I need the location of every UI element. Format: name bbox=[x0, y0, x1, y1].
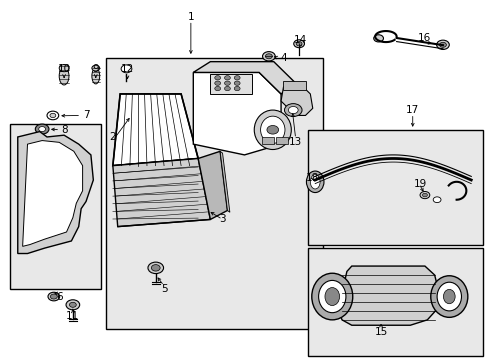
Circle shape bbox=[373, 35, 383, 42]
Text: 16: 16 bbox=[417, 33, 430, 43]
Circle shape bbox=[266, 126, 278, 134]
Bar bbox=[105, 58, 322, 329]
Text: 18: 18 bbox=[305, 173, 319, 183]
Circle shape bbox=[69, 302, 76, 307]
Ellipse shape bbox=[59, 67, 69, 85]
Polygon shape bbox=[113, 158, 210, 226]
Circle shape bbox=[214, 81, 220, 85]
Circle shape bbox=[148, 262, 163, 274]
Polygon shape bbox=[198, 151, 227, 220]
Circle shape bbox=[224, 81, 230, 85]
Text: 3: 3 bbox=[219, 215, 225, 224]
Circle shape bbox=[151, 265, 160, 271]
Circle shape bbox=[284, 104, 302, 117]
Circle shape bbox=[288, 107, 298, 114]
Circle shape bbox=[436, 40, 448, 49]
Circle shape bbox=[419, 192, 429, 199]
Text: 14: 14 bbox=[293, 35, 306, 45]
Bar bbox=[261, 137, 273, 144]
Ellipse shape bbox=[311, 273, 352, 320]
Ellipse shape bbox=[92, 68, 100, 84]
Text: 5: 5 bbox=[161, 284, 167, 294]
Bar bbox=[210, 74, 251, 94]
Text: 2: 2 bbox=[109, 132, 116, 142]
Circle shape bbox=[262, 51, 275, 61]
Circle shape bbox=[224, 76, 230, 80]
Circle shape bbox=[50, 113, 56, 118]
Circle shape bbox=[39, 127, 45, 132]
Circle shape bbox=[47, 111, 59, 120]
Circle shape bbox=[293, 40, 304, 48]
Text: 11: 11 bbox=[66, 311, 80, 321]
Ellipse shape bbox=[436, 282, 461, 311]
Circle shape bbox=[422, 193, 427, 197]
Circle shape bbox=[439, 42, 446, 47]
Polygon shape bbox=[113, 94, 198, 166]
Ellipse shape bbox=[260, 116, 285, 143]
Text: 6: 6 bbox=[56, 292, 62, 302]
Polygon shape bbox=[18, 132, 93, 253]
Text: 12: 12 bbox=[121, 64, 134, 74]
Text: 8: 8 bbox=[61, 125, 67, 135]
Circle shape bbox=[66, 300, 80, 310]
Circle shape bbox=[234, 86, 240, 91]
Text: 7: 7 bbox=[82, 111, 89, 121]
Circle shape bbox=[214, 76, 220, 80]
Polygon shape bbox=[193, 62, 295, 94]
Ellipse shape bbox=[443, 289, 454, 304]
Circle shape bbox=[121, 65, 132, 73]
Polygon shape bbox=[336, 266, 439, 325]
Polygon shape bbox=[22, 140, 82, 246]
Circle shape bbox=[59, 64, 69, 72]
Text: 17: 17 bbox=[405, 105, 419, 115]
Text: 10: 10 bbox=[58, 64, 70, 74]
Circle shape bbox=[50, 294, 57, 299]
Bar bbox=[307, 130, 483, 244]
Circle shape bbox=[48, 292, 60, 301]
Bar bbox=[282, 81, 305, 90]
Polygon shape bbox=[193, 72, 281, 155]
Circle shape bbox=[234, 81, 240, 85]
Bar bbox=[10, 125, 101, 289]
Polygon shape bbox=[281, 87, 312, 116]
Bar bbox=[307, 248, 483, 356]
Circle shape bbox=[214, 86, 220, 91]
Text: 9: 9 bbox=[92, 64, 99, 74]
Text: 13: 13 bbox=[288, 138, 302, 147]
Ellipse shape bbox=[306, 171, 324, 193]
Circle shape bbox=[224, 86, 230, 91]
Circle shape bbox=[92, 65, 100, 71]
Text: 1: 1 bbox=[187, 12, 194, 22]
Circle shape bbox=[265, 54, 272, 59]
Text: 4: 4 bbox=[280, 53, 286, 63]
Circle shape bbox=[296, 41, 302, 46]
Ellipse shape bbox=[325, 288, 339, 306]
Ellipse shape bbox=[430, 276, 467, 318]
Bar bbox=[276, 137, 288, 144]
Polygon shape bbox=[220, 151, 229, 212]
Circle shape bbox=[432, 197, 440, 203]
Ellipse shape bbox=[318, 280, 345, 313]
Text: 19: 19 bbox=[412, 179, 426, 189]
Circle shape bbox=[234, 76, 240, 80]
Ellipse shape bbox=[310, 175, 320, 189]
Circle shape bbox=[35, 124, 49, 134]
Text: 15: 15 bbox=[374, 327, 387, 337]
Ellipse shape bbox=[254, 110, 291, 149]
